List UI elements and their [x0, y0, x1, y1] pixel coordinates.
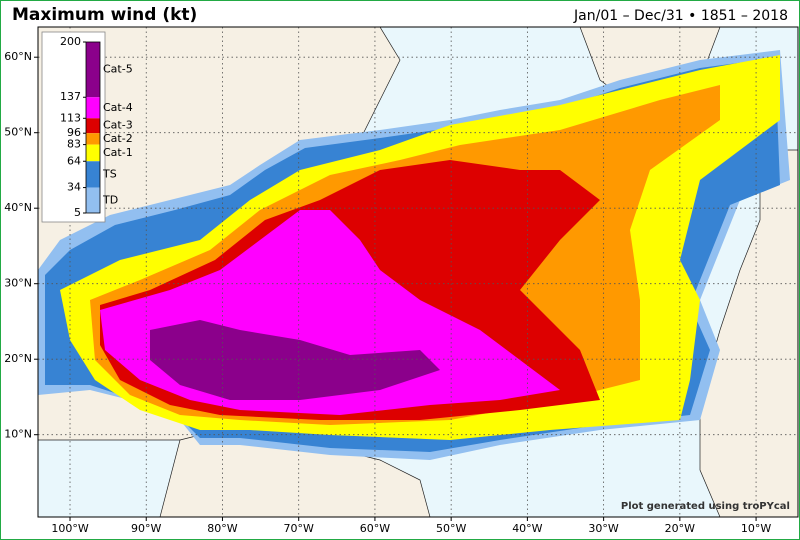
colorbar-tick-label: 137 — [60, 90, 81, 103]
category-label: TS — [102, 167, 117, 180]
credit: Plot generated using troPYcal — [621, 501, 790, 512]
axis-labels: 100°W 90°W 80°W 70°W 60°W 50°W 40°W 30°W 20°W 10°… — [4, 50, 771, 535]
lon-label: 60°W — [360, 522, 390, 535]
category-label: Cat-1 — [103, 146, 133, 159]
colorbar-segment — [86, 97, 100, 119]
title: Maximum wind (kt) — [12, 5, 197, 25]
lon-label: 30°W — [588, 522, 618, 535]
colorbar-segment — [86, 161, 100, 188]
map-frame — [37, 26, 799, 518]
lon-label: 20°W — [665, 522, 695, 535]
wind-field — [38, 50, 790, 460]
colorbar-segment — [86, 133, 100, 145]
colorbar-tick-label: 96 — [67, 126, 81, 139]
lat-label: 60°N — [4, 50, 32, 63]
category-label: TD — [102, 193, 118, 206]
lon-label: 100°W — [51, 522, 88, 535]
lon-label: 70°W — [284, 522, 314, 535]
colorbar-tick-label: 83 — [67, 138, 81, 151]
lon-label: 80°W — [207, 522, 237, 535]
category-label: Cat-4 — [103, 101, 133, 114]
lon-label: 40°W — [512, 522, 542, 535]
lon-label: 90°W — [131, 522, 161, 535]
lat-label: 10°N — [4, 428, 32, 441]
colorbar-tick-label: 5 — [74, 206, 81, 219]
colorbar-segment — [86, 144, 100, 162]
lon-label: 10°W — [741, 522, 771, 535]
lat-label: 50°N — [4, 126, 32, 139]
colorbar-tick-label: 113 — [60, 111, 81, 124]
map — [38, 27, 798, 517]
lon-label: 50°W — [436, 522, 466, 535]
category-label: Cat-3 — [103, 119, 133, 132]
lat-label: 30°N — [4, 277, 32, 290]
colorbar-tick-label: 64 — [67, 154, 81, 167]
lat-label: 40°N — [4, 201, 32, 214]
colorbar-tick-label: 34 — [67, 181, 81, 194]
colorbar-segment — [86, 118, 100, 134]
colorbar-frame — [85, 41, 101, 214]
category-label: Cat-2 — [103, 132, 133, 145]
period: Jan/01 – Dec/31 • 1851 – 2018 — [573, 8, 788, 24]
colorbar-segment — [86, 42, 100, 98]
colorbar-segment — [86, 187, 100, 213]
lat-label: 20°N — [4, 352, 32, 365]
category-label: Cat-5 — [103, 63, 133, 76]
colorbar-tick-label: 200 — [60, 35, 81, 48]
